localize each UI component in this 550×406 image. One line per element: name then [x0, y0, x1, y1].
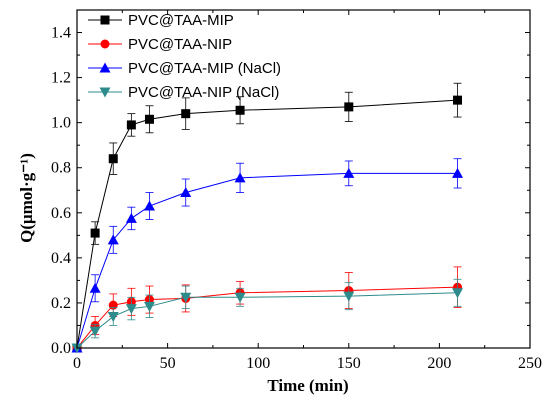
- legend-item-4: PVC@TAA-NIP (NaCl): [88, 84, 279, 101]
- x-tick-label: 150: [337, 355, 361, 372]
- data-point: [126, 120, 136, 130]
- legend-item-1: PVC@TAA-MIP: [88, 12, 234, 29]
- y-tick-label: 1.0: [51, 115, 71, 132]
- plot-area: [71, 82, 464, 354]
- x-tick-label: 0: [73, 355, 81, 372]
- x-tick-label: 50: [160, 355, 176, 372]
- legend-label: PVC@TAA-NIP (NaCl): [128, 84, 279, 101]
- legend-item-2: PVC@TAA-NIP: [88, 36, 232, 53]
- x-tick-label: 100: [246, 355, 270, 372]
- data-point: [143, 200, 155, 211]
- data-point: [453, 95, 463, 105]
- data-point: [181, 109, 191, 119]
- legend-marker: [100, 39, 110, 49]
- legend-label: PVC@TAA-MIP: [128, 12, 234, 29]
- data-point: [452, 167, 464, 178]
- y-tick-label: 1.4: [51, 25, 71, 42]
- data-point: [452, 288, 464, 299]
- data-point: [108, 154, 118, 164]
- series-1: [72, 82, 463, 353]
- y-tick-label: 0.6: [51, 205, 71, 222]
- y-tick-label: 1.2: [51, 70, 71, 87]
- data-point: [125, 212, 137, 223]
- y-tick-label: 0.2: [51, 295, 71, 312]
- series-line: [76, 99, 458, 349]
- data-point: [344, 102, 354, 112]
- data-point: [89, 326, 101, 337]
- legend-marker: [99, 62, 111, 73]
- y-tick-label: 0.8: [51, 160, 71, 177]
- data-point: [180, 292, 192, 303]
- y-tick-label: 0.0: [51, 340, 71, 357]
- data-point: [343, 291, 355, 302]
- legend-marker: [99, 87, 111, 98]
- series-line: [76, 286, 458, 349]
- data-point: [90, 228, 100, 238]
- y-tick-label: 0.4: [51, 250, 71, 267]
- x-tick-label: 250: [518, 355, 542, 372]
- series-3: [71, 158, 464, 353]
- series-line: [76, 172, 458, 349]
- data-point: [343, 167, 355, 178]
- data-point: [107, 311, 119, 322]
- axes: 0 50 100 150 200 250 0.0 0.2 0.4 0.6 0.8 1.0 1.2 1.4: [51, 9, 542, 372]
- legend-marker: [100, 15, 110, 25]
- x-tick-label: 200: [427, 355, 451, 372]
- data-point: [144, 114, 154, 124]
- data-point: [180, 187, 192, 198]
- y-axis-title: Q(μmol·g⁻¹): [17, 153, 36, 243]
- data-point: [143, 301, 155, 312]
- data-point: [89, 282, 101, 293]
- x-axis-title: Time (min): [267, 376, 348, 395]
- data-point: [125, 304, 137, 315]
- data-point: [107, 234, 119, 245]
- data-point: [234, 292, 246, 303]
- legend-item-3: PVC@TAA-MIP (NaCl): [88, 60, 281, 77]
- data-point: [234, 172, 246, 183]
- legend-label: PVC@TAA-NIP: [128, 36, 232, 53]
- legend-label: PVC@TAA-MIP (NaCl): [128, 60, 281, 77]
- series-4: [71, 278, 464, 354]
- data-point: [235, 105, 245, 115]
- legend: PVC@TAA-MIP PVC@TAA-NIP PVC@TAA-MIP (NaCl)…: [88, 12, 281, 101]
